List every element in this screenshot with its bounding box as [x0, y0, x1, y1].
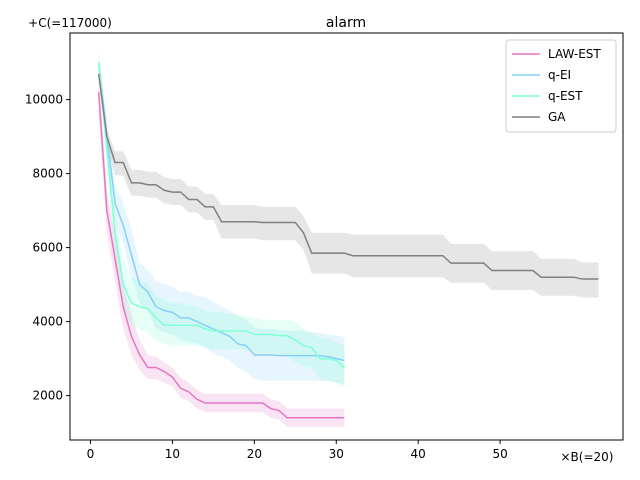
plot-frame — [69, 32, 624, 441]
band-q-ei — [98, 51, 345, 385]
band-ga — [98, 73, 599, 298]
legend: LAW-EST q-EI q-EST GA — [505, 39, 617, 133]
legend-label-ga: GA — [548, 110, 566, 124]
confidence-bands — [98, 51, 599, 428]
series-line-law-est — [97, 92, 345, 419]
x-tick-label: 40 — [411, 447, 426, 461]
x-tick-label: 30 — [329, 447, 344, 461]
y-tick-label: 2000 — [32, 389, 63, 403]
band-q-est — [98, 51, 345, 389]
y-offset-label: +C(=117000) — [28, 16, 112, 30]
legend-box — [505, 39, 617, 133]
y-tick-label: 10000 — [25, 93, 63, 107]
series-lines — [97, 62, 599, 419]
y-axis: 2000 4000 6000 8000 10000 — [25, 93, 70, 403]
series-line-q-ei — [97, 62, 345, 362]
y-tick-label: 8000 — [32, 167, 63, 181]
legend-label-q-est: q-EST — [548, 89, 583, 103]
chart-title: alarm — [326, 15, 366, 31]
series-line-ga — [97, 73, 599, 280]
x-multiplier-label: ×B(=20) — [561, 450, 614, 464]
legend-label-q-ei: q-EI — [548, 68, 571, 82]
x-axis: 0 10 20 30 40 50 — [87, 440, 508, 461]
y-tick-label: 6000 — [32, 241, 63, 255]
x-tick-label: 0 — [87, 447, 95, 461]
x-tick-label: 20 — [247, 447, 262, 461]
x-tick-label: 10 — [165, 447, 180, 461]
y-tick-label: 4000 — [32, 315, 63, 329]
x-tick-label: 50 — [492, 447, 507, 461]
legend-label-law-est: LAW-EST — [548, 47, 601, 61]
series-line-q-est — [97, 62, 345, 369]
